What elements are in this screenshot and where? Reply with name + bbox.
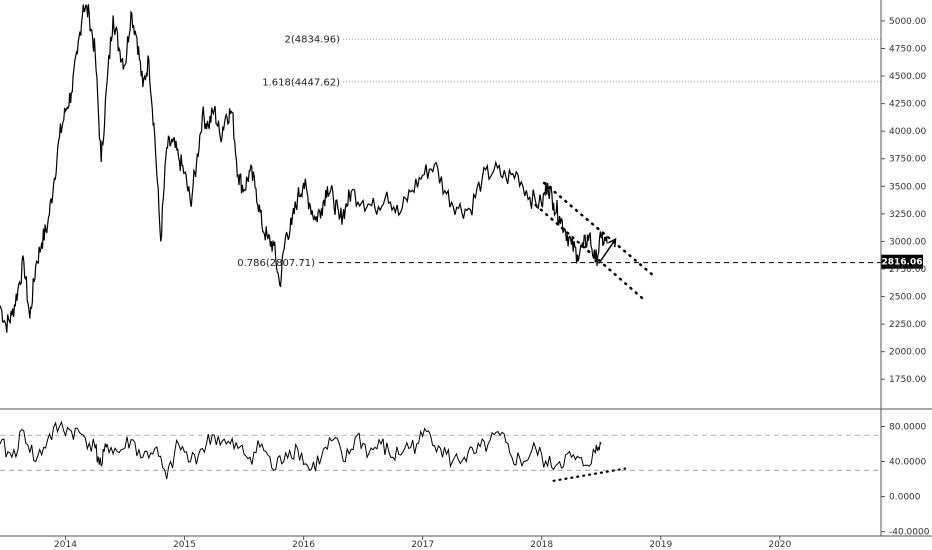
price-trendlines xyxy=(534,181,657,301)
oscillator-axis[interactable]: 80.0000 40.0000 0.0000 -40.0000 xyxy=(881,423,930,538)
fib-level-label: 1.618(4447.62) xyxy=(262,77,340,88)
price-axis-tick-label: 3500.00 xyxy=(889,182,926,192)
price-series-line xyxy=(0,4,608,333)
time-axis-tick-label: 2014 xyxy=(54,540,77,550)
price-pane: 2(4834.96)1.618(4447.62)0.786(2807.71) 2… xyxy=(0,4,923,333)
oscillator-reference-lines xyxy=(0,434,881,471)
oscillator-axis-tick-label: 80.0000 xyxy=(889,423,926,433)
price-axis-tick-label: 4250.00 xyxy=(889,100,926,110)
projection-arrow xyxy=(598,237,617,264)
oscillator-axis-tick-label: 0.0000 xyxy=(889,493,921,503)
oscillator-pane xyxy=(0,420,881,482)
oscillator-trendline xyxy=(552,467,627,482)
price-axis-tick-label: 4000.00 xyxy=(889,127,926,137)
time-axis-tick-label: 2015 xyxy=(173,540,196,550)
time-axis-tick-label: 2018 xyxy=(530,540,553,550)
fib-level-label: 2(4834.96) xyxy=(284,35,340,46)
time-axis-tick-label: 2019 xyxy=(649,540,672,550)
time-axis[interactable]: 2014 2015 2016 2017 2018 2019 2020 xyxy=(54,536,792,550)
price-axis-tick-label: 2500.00 xyxy=(889,293,926,303)
price-axis-tick-label: 2750.00 xyxy=(889,265,926,275)
price-axis-tick-label: 5000.00 xyxy=(889,17,926,27)
time-axis-tick-label: 2020 xyxy=(768,540,791,550)
price-axis-tick-label: 4750.00 xyxy=(889,45,926,55)
price-axis-tick-label: 3000.00 xyxy=(889,237,926,247)
price-axis-tick-label: 3250.00 xyxy=(889,210,926,220)
oscillator-trendlines xyxy=(552,467,627,482)
price-axis[interactable]: 5000.00 4750.00 4500.00 4250.00 4000.00 3750.… xyxy=(881,17,926,385)
price-axis-tick-label: 1750.00 xyxy=(889,375,926,385)
last-price-tag-box xyxy=(881,254,923,269)
oscillator-axis-tick-label: -40.0000 xyxy=(889,528,930,538)
channel-trendline xyxy=(542,181,657,278)
last-price-tag: 2816.06 xyxy=(881,254,923,269)
last-price-value: 2816.06 xyxy=(882,258,923,268)
oscillator-axis-tick-label: 40.0000 xyxy=(889,458,926,468)
time-axis-tick-label: 2016 xyxy=(292,540,315,550)
oscillator-series-line xyxy=(0,420,602,480)
time-axis-tick-label: 2017 xyxy=(411,540,434,550)
channel-trendline xyxy=(534,203,645,301)
price-axis-tick-label: 3750.00 xyxy=(889,155,926,165)
price-axis-tick-label: 4500.00 xyxy=(889,72,926,82)
price-axis-tick-label: 2000.00 xyxy=(889,348,926,358)
price-axis-tick-label: 2250.00 xyxy=(889,320,926,330)
